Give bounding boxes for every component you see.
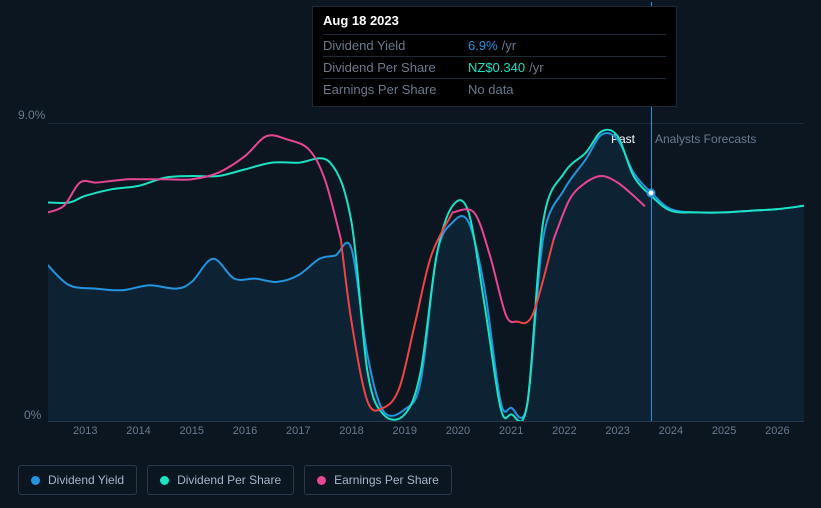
x-tick-label: 2022 (552, 425, 576, 437)
chart-tooltip: Aug 18 2023 Dividend Yield6.9%/yrDividen… (312, 6, 677, 107)
x-tick-label: 2026 (765, 425, 789, 437)
legend-dot (31, 476, 40, 485)
x-tick-label: 2021 (499, 425, 523, 437)
earnings-per-share-d-line (517, 239, 554, 323)
x-tick-label: 2020 (446, 425, 470, 437)
tooltip-row-value: 6.9% (468, 38, 498, 53)
tooltip-row-label: Dividend Per Share (323, 60, 468, 75)
tooltip-date: Aug 18 2023 (323, 13, 666, 28)
tooltip-row: Dividend Per ShareNZ$0.340/yr (323, 56, 666, 78)
x-tick-label: 2019 (392, 425, 416, 437)
x-tick-label: 2024 (659, 425, 683, 437)
legend-dividend-per-share[interactable]: Dividend Per Share (147, 465, 294, 495)
legend-dividend-yield[interactable]: Dividend Yield (18, 465, 137, 495)
tooltip-row-unit: /yr (502, 38, 516, 53)
x-tick-label: 2013 (73, 425, 97, 437)
tooltip-row-value: NZ$0.340 (468, 60, 525, 75)
legend: Dividend Yield Dividend Per Share Earnings… (18, 465, 452, 495)
x-tick-label: 2014 (126, 425, 150, 437)
tooltip-row: Earnings Per ShareNo data (323, 78, 666, 100)
plot-area[interactable]: 2013201420152016201720182019202020212022… (48, 115, 804, 421)
x-tick-label: 2015 (179, 425, 203, 437)
axis-line (48, 421, 804, 422)
tooltip-row: Dividend Yield6.9% /yr (323, 34, 666, 56)
legend-label: Dividend Per Share (177, 473, 281, 487)
hover-marker-dot (647, 188, 656, 197)
x-tick-label: 2016 (233, 425, 257, 437)
legend-label: Dividend Yield (48, 473, 124, 487)
dividend-chart: Aug 18 2023 Dividend Yield6.9%/yrDividen… (0, 0, 821, 508)
legend-earnings-per-share[interactable]: Earnings Per Share (304, 465, 452, 495)
x-tick-label: 2023 (605, 425, 629, 437)
tooltip-row-value: No data (468, 82, 514, 97)
earnings-per-share-b-line (341, 212, 453, 410)
legend-dot (160, 476, 169, 485)
y-axis-max-label: 9.0% (18, 108, 45, 122)
chart-line-layer (48, 115, 804, 421)
legend-dot (317, 476, 326, 485)
x-tick-label: 2017 (286, 425, 310, 437)
tooltip-row-label: Earnings Per Share (323, 82, 468, 97)
legend-label: Earnings Per Share (334, 473, 439, 487)
earnings-per-share-a-line (48, 135, 341, 239)
x-tick-label: 2025 (712, 425, 736, 437)
x-tick-label: 2018 (339, 425, 363, 437)
tooltip-row-label: Dividend Yield (323, 38, 468, 53)
tooltip-row-unit: /yr (529, 60, 543, 75)
y-axis-min-label: 0% (24, 408, 41, 422)
